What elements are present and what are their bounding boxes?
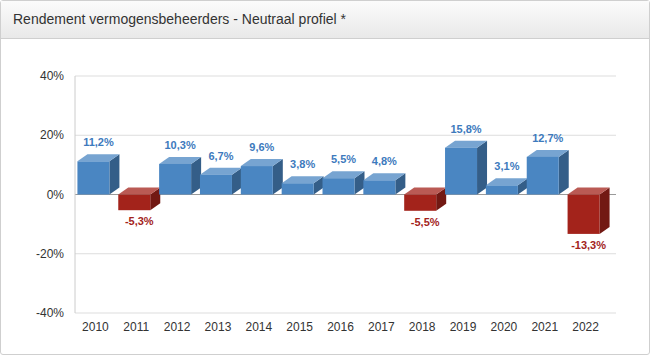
bar-top xyxy=(200,168,242,175)
bar xyxy=(159,164,191,195)
bar xyxy=(404,195,436,211)
bar-top xyxy=(404,188,446,195)
header: Rendement vermogensbeheerders - Neutraal… xyxy=(1,1,649,39)
x-tick-label: 2012 xyxy=(164,320,191,334)
bar xyxy=(363,180,395,194)
bar-side xyxy=(109,154,119,194)
bar xyxy=(568,195,600,234)
data-label: -13,3% xyxy=(571,239,606,251)
y-tick-label: 40% xyxy=(40,69,64,83)
grid-line xyxy=(75,253,616,254)
title: Rendement vermogensbeheerders - Neutraal… xyxy=(13,11,346,27)
x-tick-label: 2022 xyxy=(572,320,599,334)
x-tick-label: 2021 xyxy=(531,320,558,334)
bar-top xyxy=(282,176,324,183)
bar xyxy=(486,185,518,194)
x-tick-label: 2013 xyxy=(205,320,232,334)
bar xyxy=(118,195,150,211)
bar-side xyxy=(559,150,569,195)
x-tick-label: 2020 xyxy=(491,320,518,334)
data-label: 4,8% xyxy=(372,155,397,167)
y-tick-label: -20% xyxy=(36,247,64,261)
bar-top xyxy=(527,150,569,157)
y-tick-label: 0% xyxy=(47,188,65,202)
bar-top xyxy=(118,188,160,195)
grid-line xyxy=(75,313,616,314)
bar-side xyxy=(600,188,610,234)
x-tick-label: 2019 xyxy=(450,320,477,334)
grid-line xyxy=(75,76,616,77)
data-label: 9,6% xyxy=(249,141,274,153)
bar xyxy=(200,175,232,195)
data-label: 3,8% xyxy=(290,158,315,170)
bar xyxy=(77,161,109,194)
x-tick-label: 2017 xyxy=(368,320,395,334)
x-tick-label: 2014 xyxy=(245,320,272,334)
x-tick-label: 2010 xyxy=(82,320,109,334)
bar-top xyxy=(568,188,610,195)
bar-top xyxy=(159,157,201,164)
bar xyxy=(527,157,559,195)
bar-top xyxy=(241,159,283,166)
y-tick-label: -40% xyxy=(36,306,64,320)
data-label: 12,7% xyxy=(532,132,563,144)
x-tick-label: 2018 xyxy=(409,320,436,334)
bar-top xyxy=(77,154,119,161)
bar-side xyxy=(477,141,487,195)
bar-top xyxy=(323,171,365,178)
data-label: 10,3% xyxy=(165,139,196,151)
chart: -40% -20% 0% 20% 40% 11,2% 2010 -5,3% 2011 10,3% 2… xyxy=(0,0,650,355)
bar xyxy=(241,166,273,194)
data-label: 11,2% xyxy=(83,136,114,148)
data-label: 15,8% xyxy=(450,123,481,135)
y-tick-label: 20% xyxy=(40,128,64,142)
bar xyxy=(445,148,477,195)
x-tick-label: 2016 xyxy=(327,320,354,334)
data-label: -5,3% xyxy=(125,215,154,227)
data-label: 6,7% xyxy=(208,150,233,162)
data-label: -5,5% xyxy=(411,216,440,228)
x-tick-label: 2015 xyxy=(286,320,313,334)
bar-top xyxy=(445,141,487,148)
bar-top xyxy=(363,173,405,180)
y-axis xyxy=(75,76,76,313)
data-label: 3,1% xyxy=(494,160,519,172)
bar xyxy=(323,178,355,194)
bars xyxy=(77,141,609,234)
bar xyxy=(282,183,314,194)
x-tick-label: 2011 xyxy=(123,320,149,334)
data-label: 5,5% xyxy=(331,153,356,165)
bar-top xyxy=(486,178,528,185)
